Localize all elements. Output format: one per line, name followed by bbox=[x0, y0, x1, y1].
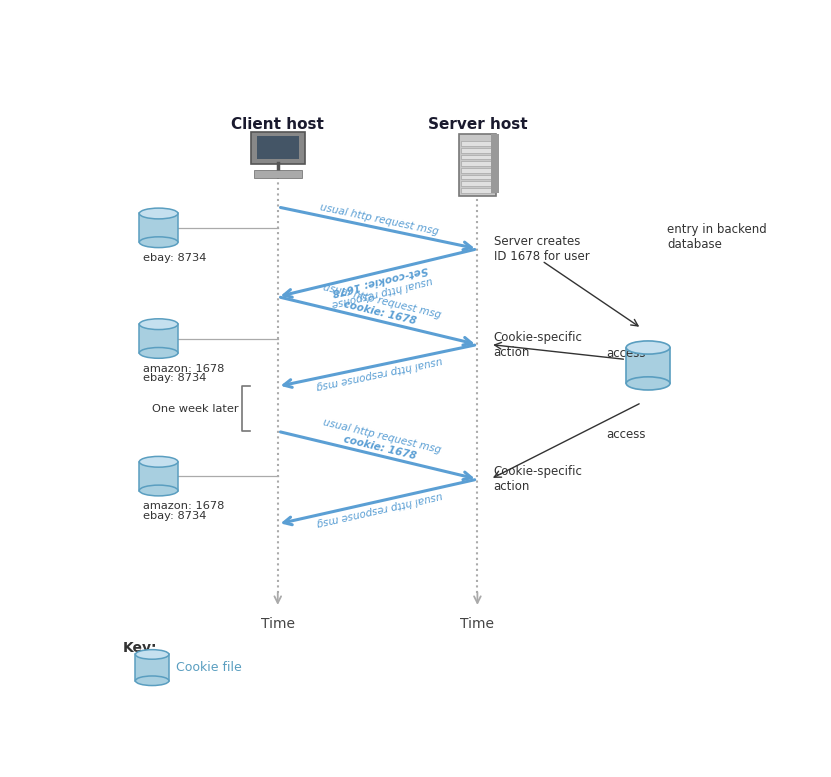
Text: Cookie-specific
action: Cookie-specific action bbox=[494, 330, 583, 358]
FancyBboxPatch shape bbox=[257, 136, 299, 159]
Ellipse shape bbox=[140, 485, 178, 496]
Ellipse shape bbox=[135, 676, 169, 685]
FancyBboxPatch shape bbox=[461, 181, 494, 186]
Text: Time: Time bbox=[261, 617, 295, 631]
FancyBboxPatch shape bbox=[459, 134, 496, 197]
Text: cookie: 1678: cookie: 1678 bbox=[342, 434, 417, 461]
Text: Time: Time bbox=[460, 617, 494, 631]
Text: Server creates
ID 1678 for user: Server creates ID 1678 for user bbox=[494, 235, 589, 263]
Ellipse shape bbox=[140, 319, 178, 329]
Text: ebay: 8734: ebay: 8734 bbox=[143, 510, 206, 521]
Polygon shape bbox=[140, 214, 178, 242]
Text: One week later: One week later bbox=[153, 404, 239, 414]
Text: Cookie-specific
action: Cookie-specific action bbox=[494, 465, 583, 493]
Ellipse shape bbox=[135, 650, 169, 659]
Text: Server host: Server host bbox=[428, 117, 527, 132]
Ellipse shape bbox=[627, 377, 670, 390]
Text: usual http request msg: usual http request msg bbox=[322, 416, 442, 455]
Ellipse shape bbox=[140, 208, 178, 219]
Text: amazon: 1678: amazon: 1678 bbox=[143, 364, 224, 374]
Text: usual http response msg: usual http response msg bbox=[316, 490, 443, 528]
FancyBboxPatch shape bbox=[461, 188, 494, 193]
Text: access: access bbox=[607, 347, 646, 360]
Text: ebay: 8734: ebay: 8734 bbox=[143, 373, 206, 383]
Polygon shape bbox=[135, 654, 169, 681]
Text: entry in backend
database: entry in backend database bbox=[667, 223, 767, 251]
Text: ebay: 8734: ebay: 8734 bbox=[143, 253, 206, 263]
Ellipse shape bbox=[140, 456, 178, 467]
FancyBboxPatch shape bbox=[254, 170, 302, 178]
FancyBboxPatch shape bbox=[491, 134, 499, 193]
Text: usual http response msg: usual http response msg bbox=[315, 355, 443, 392]
Polygon shape bbox=[627, 347, 670, 383]
Polygon shape bbox=[140, 462, 178, 490]
FancyBboxPatch shape bbox=[461, 141, 494, 146]
Text: amazon: 1678: amazon: 1678 bbox=[143, 501, 224, 511]
Text: usual http response: usual http response bbox=[331, 275, 434, 309]
FancyBboxPatch shape bbox=[461, 162, 494, 166]
Text: usual http request msg: usual http request msg bbox=[319, 203, 440, 237]
Text: Set-cookie: 1678: Set-cookie: 1678 bbox=[331, 264, 429, 297]
Polygon shape bbox=[140, 324, 178, 353]
FancyBboxPatch shape bbox=[461, 155, 494, 159]
Text: Client host: Client host bbox=[231, 117, 324, 132]
Ellipse shape bbox=[140, 347, 178, 358]
FancyBboxPatch shape bbox=[461, 168, 494, 172]
Text: usual http request msg: usual http request msg bbox=[322, 282, 442, 320]
FancyBboxPatch shape bbox=[461, 175, 494, 179]
Text: Cookie file: Cookie file bbox=[176, 661, 242, 674]
Text: cookie: 1678: cookie: 1678 bbox=[342, 299, 417, 326]
Ellipse shape bbox=[627, 341, 670, 354]
Text: Key:: Key: bbox=[123, 642, 158, 656]
FancyBboxPatch shape bbox=[251, 132, 305, 165]
FancyBboxPatch shape bbox=[461, 148, 494, 152]
Text: access: access bbox=[607, 428, 646, 441]
Ellipse shape bbox=[140, 237, 178, 248]
